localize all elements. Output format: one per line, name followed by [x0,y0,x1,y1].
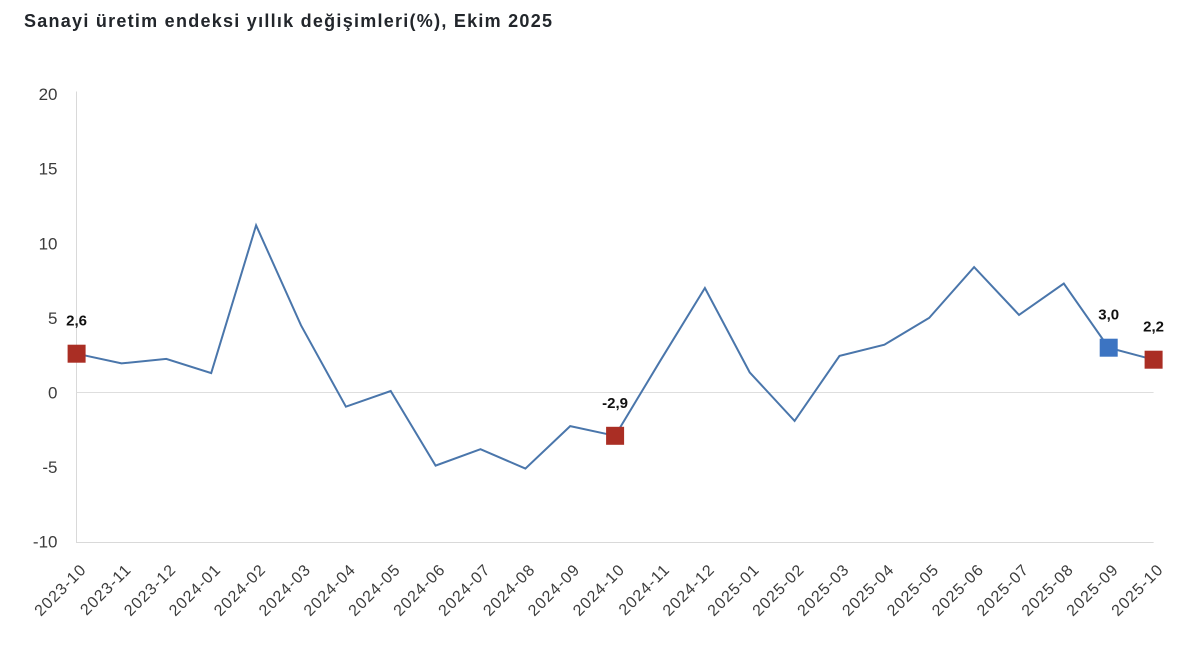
svg-text:20: 20 [39,85,58,104]
svg-text:2,6: 2,6 [66,313,87,330]
svg-text:10: 10 [39,234,58,253]
svg-text:0: 0 [48,384,57,403]
svg-text:3,0: 3,0 [1098,307,1119,324]
svg-text:-5: -5 [42,458,57,477]
svg-text:2,2: 2,2 [1143,319,1164,336]
svg-text:15: 15 [39,160,58,179]
svg-text:-10: -10 [33,533,58,552]
svg-text:Sanayi üretim endeksi yıllık d: Sanayi üretim endeksi yıllık değişimleri… [24,11,553,31]
svg-text:-2,9: -2,9 [602,395,628,412]
svg-text:5: 5 [48,309,57,328]
